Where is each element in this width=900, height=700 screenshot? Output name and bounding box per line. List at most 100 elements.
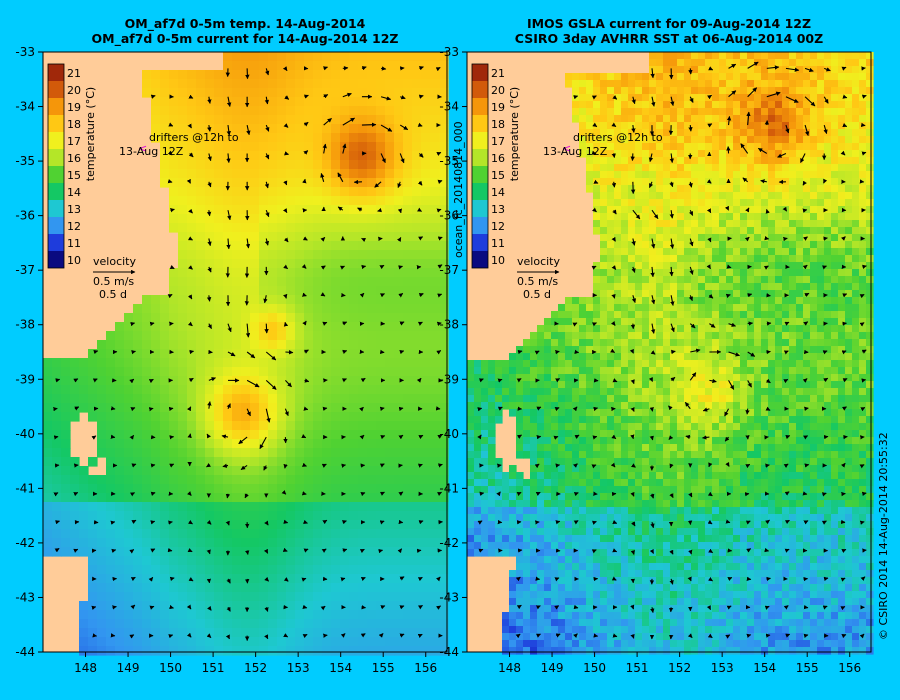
velocity-arrow	[130, 604, 136, 610]
velocity-arrow	[823, 576, 829, 582]
x-tick-label: 149	[117, 661, 140, 675]
velocity-arrow	[728, 63, 737, 69]
velocity-arrow	[707, 633, 713, 639]
velocity-arrow	[534, 350, 540, 355]
velocity-arrow	[823, 377, 829, 383]
velocity-arrow	[93, 349, 99, 355]
velocity-arrow	[264, 634, 269, 640]
velocity-arrow	[399, 321, 405, 326]
velocity-arrow	[418, 293, 424, 298]
velocity-arrow	[240, 464, 248, 471]
velocity-arrow	[650, 68, 655, 79]
velocity-arrow	[687, 633, 693, 639]
velocity-arrow	[631, 266, 636, 273]
velocity-arrow	[359, 406, 364, 412]
velocity-arrow	[265, 209, 270, 218]
velocity-arrow	[708, 548, 713, 554]
velocity-arrow	[320, 236, 326, 242]
velocity-arrow	[53, 492, 59, 497]
velocity-arrow	[225, 520, 230, 526]
velocity-arrow	[861, 378, 867, 383]
velocity-arrow	[303, 349, 309, 354]
y-tick-label: -39	[15, 372, 35, 386]
velocity-arrow	[573, 633, 578, 639]
colorbar-tick: 14	[491, 186, 505, 199]
velocity-arrow	[149, 605, 155, 610]
velocity-arrow	[244, 550, 250, 555]
colorbar-tick: 10	[491, 254, 505, 267]
velocity-field	[477, 61, 867, 640]
x-tick-label: 156	[838, 661, 861, 675]
y-tick-label: -41	[439, 481, 459, 495]
velocity-arrow	[709, 378, 717, 384]
velocity-arrow	[246, 124, 251, 136]
velocity-arrow	[612, 519, 618, 524]
map-frame	[42, 51, 448, 653]
velocity-arrow	[841, 66, 847, 71]
velocity-arrow	[631, 521, 636, 527]
velocity-arrow	[573, 463, 578, 468]
velocity-arrow	[302, 320, 307, 326]
velocity-arrow	[129, 378, 135, 384]
colorbar-swatch	[48, 115, 64, 132]
velocity-arrow	[264, 576, 269, 582]
velocity-arrow	[479, 491, 485, 496]
velocity-arrow	[670, 295, 675, 306]
velocity-arrow	[149, 321, 155, 327]
drifters-legend-line1: drifters @12h to	[149, 131, 239, 144]
velocity-arrow	[320, 172, 325, 182]
velocity-arrow	[130, 576, 136, 582]
velocity-arrow	[188, 265, 193, 270]
velocity-arrow	[437, 179, 443, 184]
velocity-arrow	[360, 576, 366, 582]
x-tick-label: 155	[372, 661, 395, 675]
velocity-arrow	[303, 519, 308, 524]
colorbar-swatch	[472, 200, 488, 217]
velocity-arrow	[416, 377, 422, 383]
velocity-arrow	[342, 143, 347, 154]
velocity-arrow	[535, 605, 541, 610]
colorbar-tick: 15	[67, 169, 81, 182]
left-panel-title: OM_af7d 0-5m temp. 14-Aug-2014 OM_af7d 0…	[35, 16, 455, 46]
drifters-legend-line1: drifters @12h to	[573, 131, 663, 144]
colorbar-tick: 17	[491, 135, 505, 148]
velocity-arrow	[823, 124, 828, 135]
velocity-arrow	[840, 606, 846, 611]
velocity-arrow	[861, 151, 867, 156]
colorbar-label: temperature (°C)	[508, 87, 521, 181]
velocity-arrow	[823, 236, 828, 241]
velocity-arrow	[264, 520, 269, 526]
colorbar-tick: 16	[491, 152, 505, 165]
velocity-arrow	[631, 295, 637, 303]
velocity-arrow	[785, 434, 791, 440]
velocity-arrow	[400, 95, 406, 100]
x-tick-label: 154	[329, 661, 352, 675]
y-tick-label: -43	[15, 590, 35, 604]
velocity-arrow	[840, 462, 846, 468]
velocity-arrow	[689, 323, 696, 329]
velocity-arrow	[687, 576, 692, 582]
velocity-arrow	[517, 434, 522, 439]
velocity-arrow	[592, 207, 597, 213]
velocity-arrow	[859, 633, 865, 639]
velocity-arrow	[766, 321, 772, 326]
velocity-arrow	[303, 548, 309, 553]
velocity-arrow	[131, 463, 137, 468]
velocity-arrow	[323, 117, 332, 126]
velocity-arrow	[841, 236, 846, 241]
velocity-arrow	[283, 180, 288, 186]
velocity-arrow	[437, 264, 443, 269]
velocity-arrow	[436, 350, 442, 355]
y-tick-label: -35	[439, 154, 459, 168]
velocity-arrow	[226, 403, 231, 409]
x-tick-label: 152	[668, 661, 691, 675]
velocity-arrow	[804, 406, 809, 412]
velocity-arrow	[745, 463, 751, 469]
velocity-arrow	[648, 153, 654, 163]
velocity-arrow	[340, 633, 346, 638]
colorbar-tick: 18	[491, 118, 505, 131]
colorbar-swatch	[48, 234, 64, 251]
velocity-arrow	[804, 124, 810, 136]
velocity-arrow	[207, 605, 212, 611]
colorbar-label: temperature (°C)	[84, 87, 97, 181]
